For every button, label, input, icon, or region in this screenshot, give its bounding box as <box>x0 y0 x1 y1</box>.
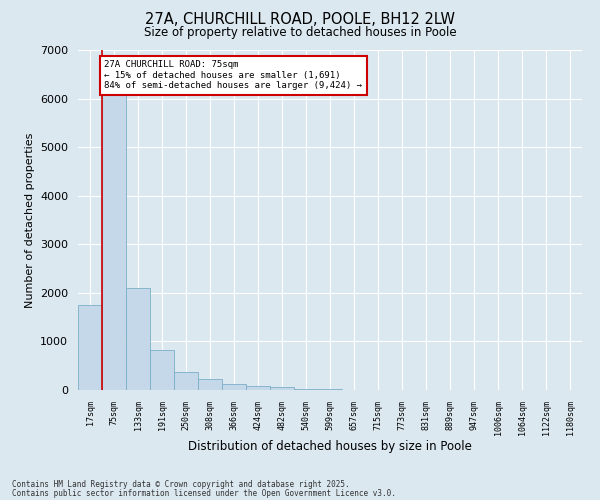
Text: Size of property relative to detached houses in Poole: Size of property relative to detached ho… <box>143 26 457 39</box>
Bar <box>78 305 102 390</box>
Text: 27A CHURCHILL ROAD: 75sqm
← 15% of detached houses are smaller (1,691)
84% of se: 27A CHURCHILL ROAD: 75sqm ← 15% of detac… <box>104 60 362 90</box>
Text: Contains HM Land Registry data © Crown copyright and database right 2025.: Contains HM Land Registry data © Crown c… <box>12 480 350 489</box>
Text: 27A, CHURCHILL ROAD, POOLE, BH12 2LW: 27A, CHURCHILL ROAD, POOLE, BH12 2LW <box>145 12 455 28</box>
Y-axis label: Number of detached properties: Number of detached properties <box>25 132 35 308</box>
Bar <box>126 288 150 390</box>
Text: Contains public sector information licensed under the Open Government Licence v3: Contains public sector information licen… <box>12 488 396 498</box>
Bar <box>270 388 294 390</box>
Bar <box>246 386 270 390</box>
Bar <box>102 89 126 390</box>
Bar <box>198 380 222 390</box>
Bar <box>222 384 246 390</box>
Bar <box>150 350 174 390</box>
Bar <box>294 388 318 390</box>
Bar <box>174 372 198 390</box>
X-axis label: Distribution of detached houses by size in Poole: Distribution of detached houses by size … <box>188 440 472 454</box>
